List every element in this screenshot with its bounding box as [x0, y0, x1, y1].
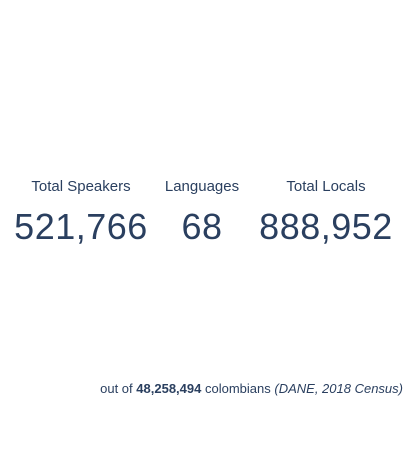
- footnote-prefix: out of: [100, 381, 133, 396]
- indicator-total-speakers: Total Speakers 521,766: [0, 178, 162, 247]
- indicator-languages: Languages 68: [152, 178, 252, 247]
- indicator-label: Total Speakers: [31, 178, 131, 195]
- indicator-value: 521,766: [14, 206, 148, 247]
- indicator-panel: Total Speakers 521,766 Languages 68 Tota…: [0, 178, 407, 258]
- footnote-middle: colombians: [204, 381, 271, 396]
- population-footnote: out of 48,258,494 colombians (DANE, 2018…: [100, 381, 403, 397]
- footnote-source: (DANE, 2018 Census): [274, 381, 403, 396]
- indicator-value: 888,952: [259, 206, 393, 247]
- indicator-label: Total Locals: [286, 178, 366, 195]
- footnote-population: 48,258,494: [136, 381, 202, 396]
- indicator-value: 68: [181, 206, 223, 247]
- indicator-total-locals: Total Locals 888,952: [245, 178, 407, 247]
- indicator-label: Languages: [164, 178, 240, 195]
